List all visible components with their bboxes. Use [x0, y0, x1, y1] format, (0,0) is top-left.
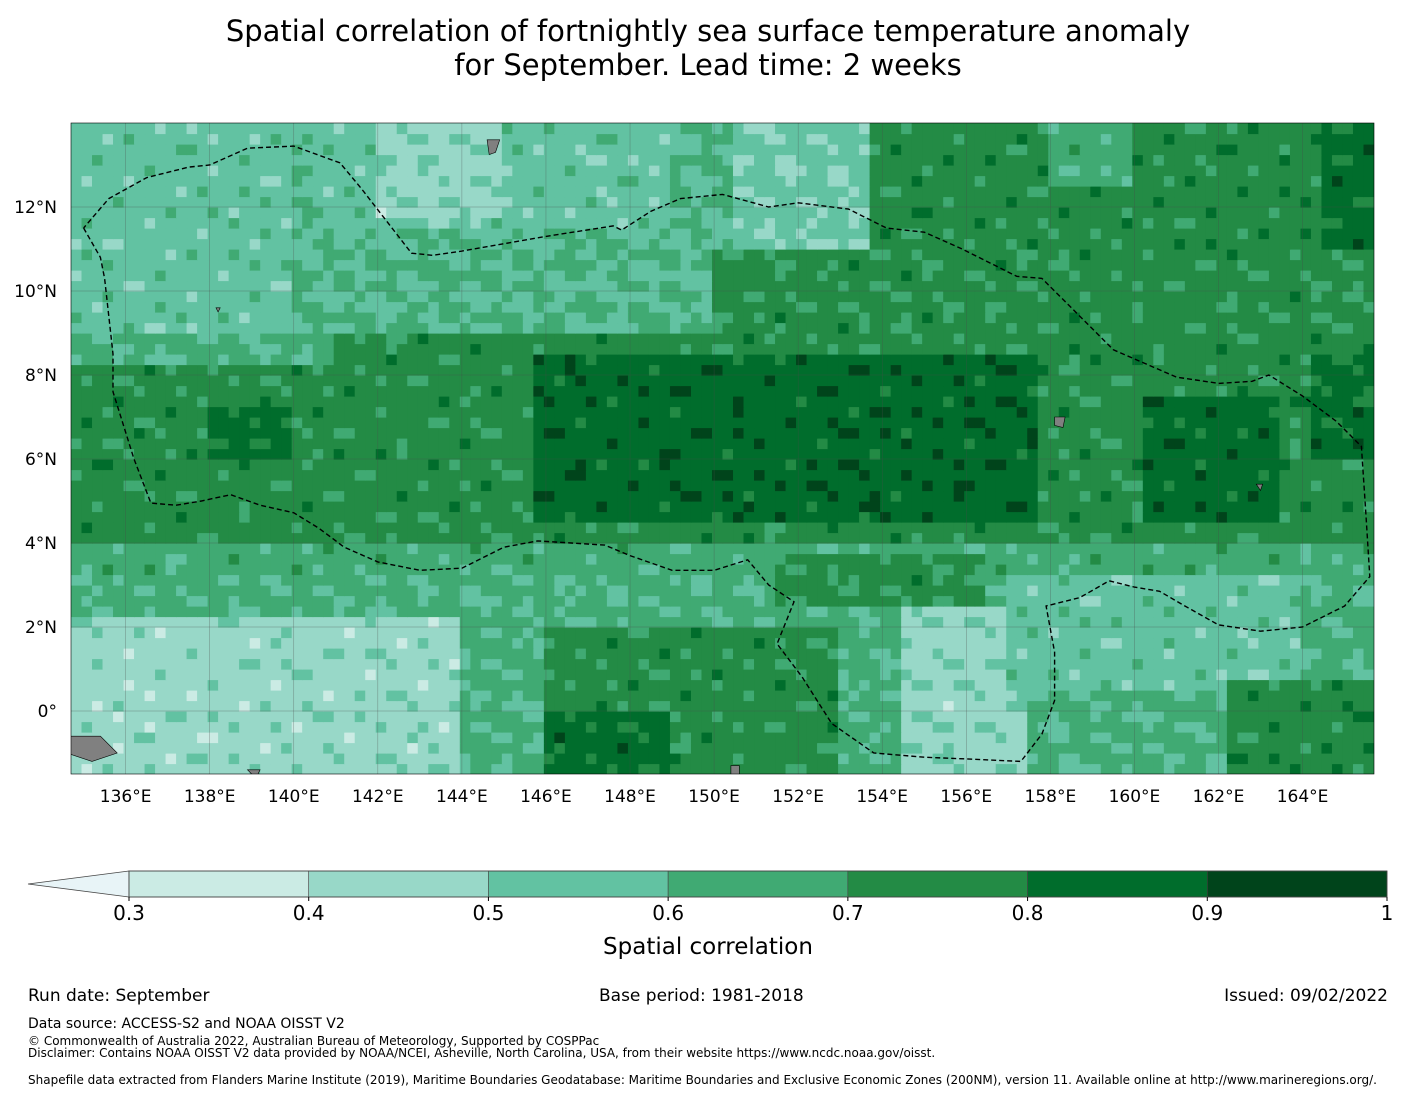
- lon-tick-label: 158°E: [1025, 787, 1077, 807]
- figure-title: Spatial correlation of fortnightly sea s…: [0, 14, 1416, 82]
- lat-tick-label: 12°N: [14, 198, 57, 218]
- colorbar-extend-min: [27, 870, 130, 898]
- lat-tick-label: 10°N: [14, 282, 57, 302]
- colorbar-bin: [1027, 870, 1208, 898]
- colorbar-bin: [128, 870, 310, 898]
- colorbar-bin: [488, 870, 669, 898]
- lon-tick-label: 148°E: [604, 787, 656, 807]
- colorbar-frame: [128, 870, 1388, 898]
- run-date: Run date: September: [28, 986, 210, 1006]
- lat-tick-label: 6°N: [25, 450, 57, 470]
- island: [71, 735, 118, 762]
- colorbar-ticks: 0.3 0.4 0.5 0.6 0.7 0.8 0.9 1: [113, 897, 1393, 925]
- island: [730, 765, 740, 774]
- longitude-axis: 136°E 138°E 140°E 142°E 144°E 146°E 148°E 150°E…: [100, 787, 1329, 807]
- map-figure: 12°N 10°N 8°N 6°N 4°N 2°N 0° 136°E 138°E 140°E 14…: [14, 122, 1393, 960]
- colorbar-tick-label: 0.8: [1012, 901, 1044, 925]
- copyright: © Commonwealth of Australia 2022, Austra…: [28, 1034, 600, 1048]
- latitude-axis: 12°N 10°N 8°N 6°N 4°N 2°N 0°: [14, 198, 57, 722]
- graticule: [71, 123, 1374, 774]
- correlation-field: [71, 123, 1374, 774]
- colorbar-bin: [667, 870, 849, 898]
- colorbar-label: Spatial correlation: [603, 934, 813, 960]
- colorbar-bin: [308, 870, 489, 898]
- island: [246, 769, 261, 774]
- title-line-1: Spatial correlation of fortnightly sea s…: [225, 14, 1191, 48]
- colorbar-tick-label: 1: [1381, 901, 1394, 925]
- lon-tick-label: 144°E: [436, 787, 488, 807]
- lon-tick-label: 146°E: [520, 787, 572, 807]
- lon-tick-label: 164°E: [1277, 787, 1329, 807]
- colorbar-bin: [847, 870, 1028, 898]
- base-period: Base period: 1981-2018: [599, 986, 804, 1006]
- data-source: Data source: ACCESS-S2 and NOAA OISST V2: [28, 1016, 345, 1032]
- colorbar-tick-label: 0.9: [1191, 901, 1223, 925]
- island: [215, 307, 221, 313]
- lat-tick-label: 2°N: [25, 618, 57, 638]
- island: [1054, 416, 1066, 428]
- lon-tick-label: 142°E: [352, 787, 404, 807]
- lon-tick-label: 138°E: [184, 787, 236, 807]
- land-masses: [71, 139, 1264, 774]
- map-frame: [70, 122, 1375, 775]
- lon-tick-label: 136°E: [100, 787, 152, 807]
- colorbar-tick-label: 0.7: [832, 901, 864, 925]
- colorbar-tick-label: 0.5: [473, 901, 505, 925]
- lon-tick-label: 154°E: [856, 787, 908, 807]
- colorbar: 0.3 0.4 0.5 0.6 0.7 0.8 0.9 1 Spatial correlati…: [27, 870, 1393, 960]
- island: [486, 139, 501, 155]
- lon-tick-label: 160°E: [1109, 787, 1161, 807]
- eez-boundary: [82, 145, 1371, 763]
- colorbar-tick-label: 0.3: [113, 901, 145, 925]
- lon-tick-label: 156°E: [940, 787, 992, 807]
- colorbar-tick-label: 0.6: [652, 901, 684, 925]
- colorbar-tick-label: 0.4: [293, 901, 325, 925]
- lat-tick-label: 4°N: [25, 534, 57, 554]
- lon-tick-label: 152°E: [772, 787, 824, 807]
- lat-tick-label: 0°: [38, 702, 57, 722]
- lon-tick-label: 140°E: [268, 787, 320, 807]
- lat-tick-label: 8°N: [25, 366, 57, 386]
- island: [1255, 483, 1264, 492]
- colorbar-bin: [1206, 870, 1388, 898]
- title-line-2: for September. Lead time: 2 weeks: [454, 48, 962, 82]
- lon-tick-label: 162°E: [1193, 787, 1245, 807]
- disclaimer: Disclaimer: Contains NOAA OISST V2 data …: [28, 1046, 936, 1060]
- shapefile-credit: Shapefile data extracted from Flanders M…: [28, 1073, 1377, 1087]
- issued-date: Issued: 09/02/2022: [1224, 986, 1388, 1006]
- lon-tick-label: 150°E: [688, 787, 740, 807]
